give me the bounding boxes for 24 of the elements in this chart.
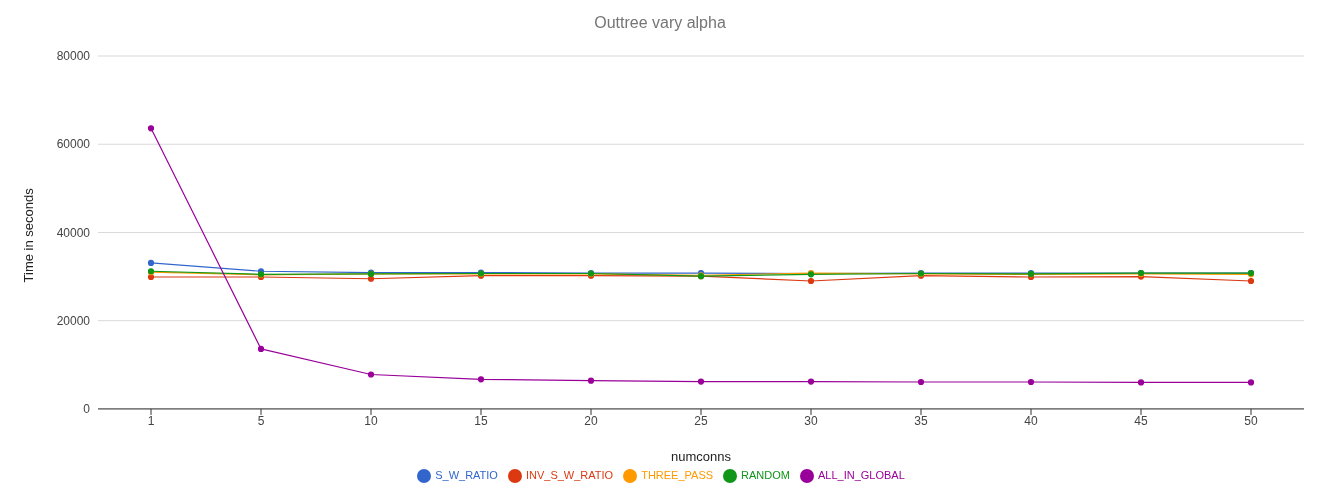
x-tick-label: 40 [1024,414,1038,429]
x-tick-label: 20 [584,414,598,429]
x-tick-label: 35 [914,414,928,429]
legend-label: ALL_IN_GLOBAL [817,468,905,481]
x-tick-label: 30 [804,414,818,429]
y-tick-label: 80000 [56,49,91,64]
legend-label: INV_S_W_RATIO [525,468,614,481]
x-tick-label: 1 [147,414,155,429]
legend-label: THREE_PASS [641,468,714,481]
y-tick-label: 20000 [56,313,91,328]
x-tick-label: 50 [1244,414,1258,429]
y-tick-label: 0 [83,402,91,417]
y-tick-label: 60000 [56,137,91,152]
legend-label: S_W_RATIO [435,468,498,481]
x-tick-label: 5 [257,414,265,429]
y-tick-label: 40000 [56,225,91,240]
legend-label: RANDOM [741,468,790,481]
x-axis-title: numconns [671,448,732,464]
x-tick-label: 15 [474,414,488,429]
y-axis-title: Time in seconds [20,187,36,283]
chart-title: Outtree vary alpha [593,14,727,32]
x-tick-label: 25 [694,414,708,429]
x-tick-label: 45 [1134,414,1148,429]
x-tick-label: 10 [364,414,378,429]
